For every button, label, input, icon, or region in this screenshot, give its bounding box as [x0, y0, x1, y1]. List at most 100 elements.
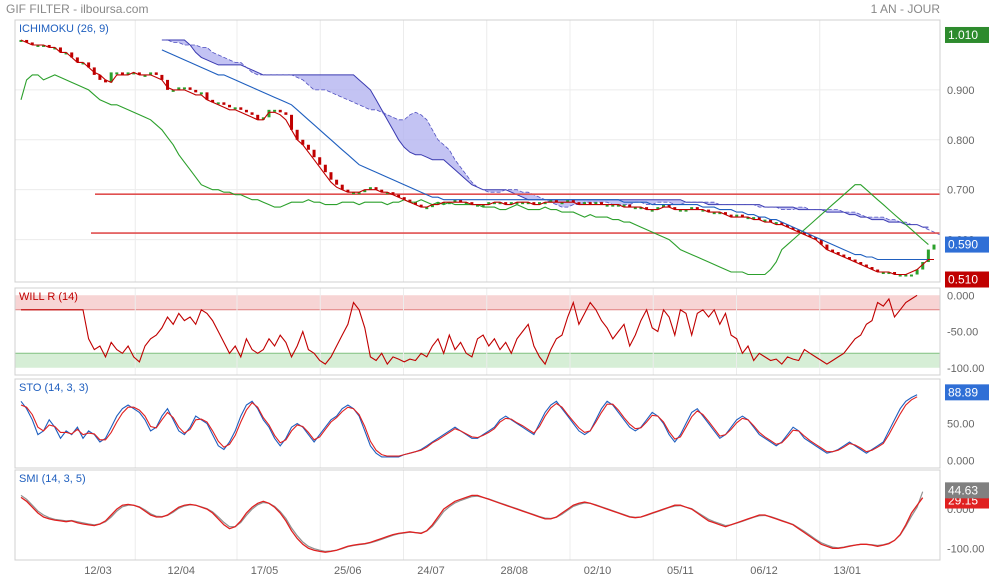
- price-badge: 0.510: [948, 273, 978, 287]
- price-candle: [611, 204, 615, 207]
- overbought-zone: [15, 295, 940, 310]
- price-candle: [667, 204, 671, 208]
- price-candle: [549, 199, 553, 203]
- price-candle: [199, 92, 203, 95]
- price-candle: [36, 44, 40, 47]
- price-candle: [329, 172, 333, 180]
- price-candle: [769, 219, 773, 223]
- price-candle: [442, 202, 446, 205]
- price-badge: 1.010: [948, 28, 978, 42]
- price-candle: [284, 112, 288, 115]
- oversold-zone: [15, 353, 940, 368]
- price-candle: [740, 214, 744, 218]
- price-candle: [425, 207, 429, 210]
- panel-title: ICHIMOKU (26, 9): [19, 23, 109, 35]
- panel-title: WILL R (14): [19, 291, 78, 303]
- price-candle: [723, 212, 727, 215]
- price-candle: [42, 44, 46, 47]
- kijun-line: [161, 49, 929, 261]
- price-candle: [695, 207, 699, 210]
- price-candle: [926, 249, 930, 263]
- price-candle: [797, 229, 801, 233]
- price-candle: [447, 202, 451, 205]
- x-tick-label: 12/03: [84, 565, 112, 577]
- x-tick-label: 17/05: [251, 565, 279, 577]
- price-candle: [515, 202, 519, 205]
- price-candle: [650, 209, 654, 212]
- price-badge: 0.590: [948, 238, 978, 252]
- price-candle: [306, 144, 310, 150]
- senkou-span-b: [161, 39, 929, 228]
- price-candle: [780, 222, 784, 225]
- price-candle: [295, 129, 299, 140]
- price-candle: [554, 199, 558, 203]
- panel-frame: [14, 378, 941, 469]
- price-candle: [836, 252, 840, 255]
- price-candle: [712, 212, 716, 215]
- price-candle: [498, 202, 502, 205]
- price-candle: [560, 202, 564, 205]
- y-tick-label: 0.900: [947, 85, 975, 97]
- chikou-line: [20, 74, 929, 276]
- price-candle: [870, 267, 874, 270]
- price-candle: [881, 272, 885, 275]
- y-tick-label: -50.00: [947, 327, 978, 339]
- price-candle: [414, 202, 418, 205]
- price-candle: [216, 102, 220, 105]
- price-candle: [357, 192, 361, 195]
- price-candle: [126, 72, 130, 75]
- price-candle: [752, 217, 756, 220]
- price-candle: [154, 72, 158, 75]
- price-candle: [746, 217, 750, 220]
- price-candle: [504, 202, 508, 205]
- price-candle: [137, 72, 141, 75]
- price-candle: [436, 202, 440, 205]
- sto-badge: 88.89: [948, 385, 978, 399]
- y-tick-label: 0.700: [947, 185, 975, 197]
- smi-signal-line: [20, 491, 924, 553]
- price-candle: [47, 44, 51, 48]
- price-candle: [735, 214, 739, 218]
- price-candle: [464, 202, 468, 205]
- price-candle: [577, 202, 581, 205]
- price-candle: [301, 139, 305, 145]
- price-candle: [537, 202, 541, 205]
- price-candle: [149, 72, 153, 75]
- price-candle: [588, 202, 592, 205]
- price-candle: [785, 224, 789, 228]
- price-candle: [19, 39, 23, 42]
- price-candle: [571, 199, 575, 203]
- y-tick-label: 0.000: [947, 456, 975, 468]
- price-candle: [492, 202, 496, 205]
- price-candle: [729, 214, 733, 218]
- price-candle: [233, 107, 237, 110]
- price-candle: [70, 52, 74, 58]
- y-tick-label: -100.00: [947, 363, 984, 375]
- price-candle: [543, 202, 547, 205]
- price-candle: [335, 179, 339, 185]
- price-candle: [115, 72, 119, 75]
- smi-signal-badge: 44.63: [948, 483, 978, 497]
- price-candle: [802, 232, 806, 235]
- price-candle: [290, 114, 294, 130]
- x-tick-label: 13/01: [834, 565, 862, 577]
- price-candle: [853, 259, 857, 263]
- price-candle: [391, 192, 395, 195]
- sto-badge-bg: [945, 384, 989, 401]
- price-candle: [239, 107, 243, 110]
- tenkan-line: [20, 39, 934, 276]
- price-candle: [75, 57, 79, 63]
- price-candle: [92, 67, 96, 75]
- x-tick-label: 12/04: [168, 565, 196, 577]
- price-candle: [453, 199, 457, 203]
- price-candle: [509, 202, 513, 205]
- price-candle: [690, 207, 694, 210]
- price-candle: [904, 274, 908, 277]
- price-candle: [267, 109, 271, 118]
- smi-signal-badge-bg: [945, 482, 989, 499]
- price-candle: [256, 114, 260, 120]
- price-candle: [228, 104, 232, 108]
- price-candle: [921, 262, 925, 270]
- price-candle: [132, 72, 136, 75]
